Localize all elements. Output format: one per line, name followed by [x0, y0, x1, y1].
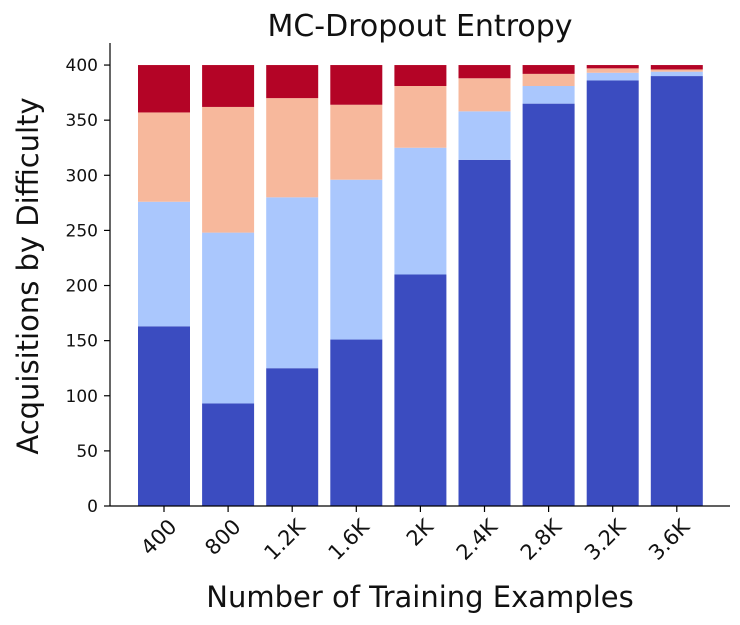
bar-segment: [138, 65, 190, 113]
y-tick-label: 300: [66, 166, 98, 186]
x-tick-label: 3.6K: [644, 514, 695, 565]
bar-segment: [650, 76, 703, 506]
bar-segment: [266, 98, 319, 198]
y-tick-label: 150: [66, 332, 98, 352]
bar-segment: [586, 72, 639, 81]
chart-title: MC-Dropout Entropy: [267, 9, 572, 44]
bar-segment: [394, 147, 447, 275]
x-tick-label: 1.6K: [324, 514, 375, 565]
bar-segment: [650, 65, 703, 70]
x-axis-label: Number of Training Examples: [206, 580, 633, 614]
bar-segment: [522, 73, 575, 86]
bar-segment: [522, 103, 575, 506]
bar-segment: [458, 159, 511, 506]
x-tick-label: 3.2K: [580, 514, 631, 565]
y-tick-label: 350: [66, 111, 98, 131]
bar-segment: [266, 65, 319, 99]
bar-segment: [586, 65, 639, 69]
bar-segment: [394, 65, 447, 86]
x-tick-label: 400: [136, 515, 181, 560]
bar-segment: [138, 326, 190, 506]
bar-segment: [522, 85, 575, 104]
x-tick-label: 1.2K: [259, 514, 310, 565]
y-tick-label: 0: [87, 497, 98, 517]
bar-segment: [266, 197, 319, 369]
bar-segment: [394, 85, 447, 148]
bar-segment: [202, 403, 255, 506]
bar-segment: [330, 179, 383, 340]
x-tick-label: 2K: [402, 514, 439, 551]
bar-segment: [202, 232, 255, 404]
y-tick-label: 400: [66, 56, 98, 76]
bar-segment: [394, 274, 447, 506]
bar-segment: [586, 68, 639, 73]
x-tick-label: 2.4K: [452, 514, 503, 565]
bar-segment: [458, 111, 511, 160]
bar-segment: [650, 71, 703, 77]
bars-layer: [138, 65, 703, 506]
bar-segment: [650, 69, 703, 72]
bar-segment: [330, 339, 383, 506]
bar-segment: [138, 112, 190, 202]
y-tick-label: 50: [76, 442, 98, 462]
x-tick-label: 2.8K: [516, 514, 567, 565]
y-tick-label: 250: [66, 221, 98, 241]
bar-segment: [330, 65, 383, 105]
bar-segment: [586, 80, 639, 506]
bar-segment: [522, 65, 575, 74]
y-tick-label: 100: [66, 387, 98, 407]
bar-segment: [138, 201, 190, 327]
y-tick-label: 200: [66, 277, 98, 297]
bar-segment: [202, 106, 255, 233]
bar-segment: [202, 65, 255, 107]
x-tick-label: 800: [200, 515, 245, 560]
bar-segment: [330, 104, 383, 180]
bar-segment: [458, 65, 511, 79]
y-axis-label: Acquisitions by Difficulty: [11, 97, 45, 454]
bar-segment: [458, 78, 511, 112]
bar-segment: [266, 368, 319, 506]
